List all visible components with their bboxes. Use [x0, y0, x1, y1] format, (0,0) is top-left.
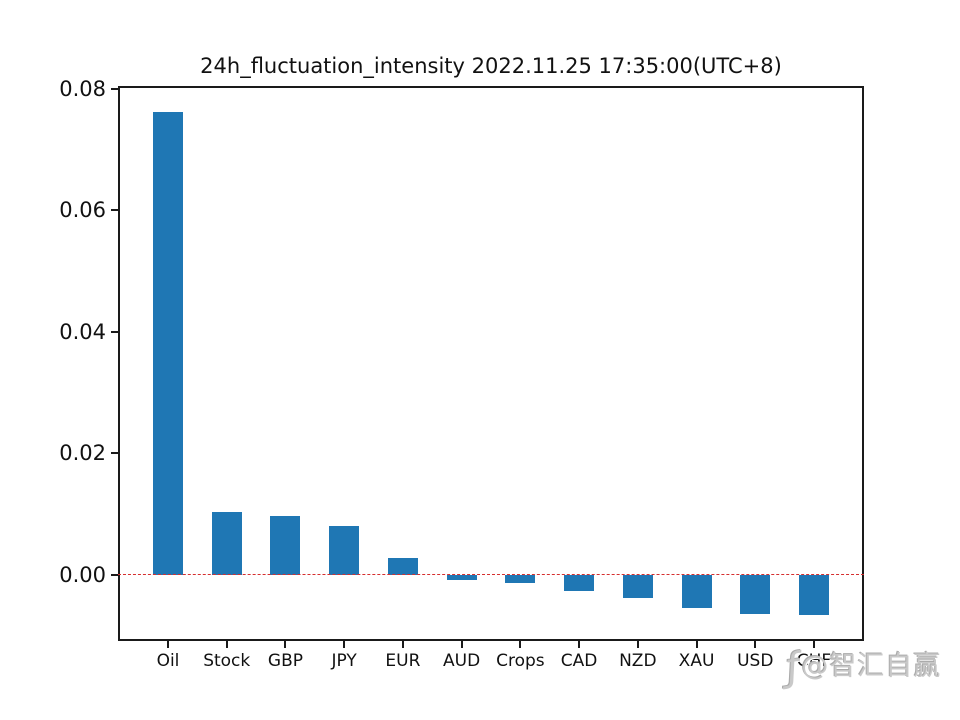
- watermark: ƒ @智汇自赢: [783, 644, 942, 690]
- x-axis-tick: [343, 641, 346, 648]
- bar-chf: [798, 574, 829, 616]
- bar-usd: [740, 574, 771, 615]
- y-axis-tick: [111, 573, 118, 576]
- x-axis-tick-label: CAD: [560, 651, 598, 671]
- x-axis-tick-label: AUD: [443, 651, 481, 671]
- y-axis-tick: [111, 452, 118, 455]
- x-axis-tick: [401, 641, 404, 648]
- watermark-text: @智汇自赢: [801, 651, 942, 682]
- x-axis-tick-label: Crops: [496, 651, 545, 671]
- bar-nzd: [622, 574, 653, 598]
- x-axis-tick-label: NZD: [619, 651, 657, 671]
- bar-aud: [446, 574, 477, 580]
- x-axis-tick: [225, 641, 228, 648]
- bar-gbp: [270, 515, 301, 575]
- x-axis-tick: [636, 641, 639, 648]
- bar-jpy: [329, 526, 360, 575]
- x-axis-tick: [578, 641, 581, 648]
- brand-logo-icon: ƒ: [783, 644, 803, 690]
- x-axis-tick-label: CHF: [796, 651, 832, 671]
- bar-crops: [505, 574, 536, 583]
- x-axis-tick: [284, 641, 287, 648]
- x-axis-tick: [460, 641, 463, 648]
- bar-cad: [564, 574, 595, 591]
- x-axis-tick-label: Oil: [156, 651, 180, 671]
- y-axis-tick: [111, 209, 118, 212]
- x-axis-tick: [695, 641, 698, 648]
- x-axis-tick-label: USD: [737, 651, 774, 671]
- x-axis-tick: [167, 641, 169, 648]
- bar-oil: [153, 111, 183, 575]
- x-axis-tick-label: JPY: [331, 651, 357, 671]
- y-axis-tick-label: 0.06: [59, 198, 106, 223]
- y-axis-tick-label: 0.00: [59, 562, 106, 587]
- y-axis-tick-label: 0.04: [59, 319, 106, 344]
- plot-area: [118, 86, 864, 641]
- zero-reference-line: [118, 573, 864, 575]
- y-axis-tick: [111, 330, 118, 333]
- x-axis-tick: [812, 641, 815, 648]
- y-axis-tick-label: 0.08: [59, 77, 106, 102]
- x-axis-tick-label: XAU: [678, 651, 715, 671]
- x-axis-tick: [519, 641, 522, 648]
- x-axis-tick-label: Stock: [203, 651, 251, 671]
- bar-eur: [387, 558, 418, 575]
- bar-stock: [211, 511, 242, 575]
- x-axis-tick: [754, 641, 757, 648]
- x-axis-tick-label: EUR: [385, 651, 421, 671]
- bar-xau: [681, 574, 712, 608]
- chart-title: 24h_fluctuation_intensity 2022.11.25 17:…: [200, 54, 782, 78]
- x-axis-tick-label: GBP: [267, 651, 303, 671]
- y-axis-tick-label: 0.02: [59, 441, 106, 466]
- y-axis-tick: [111, 88, 118, 91]
